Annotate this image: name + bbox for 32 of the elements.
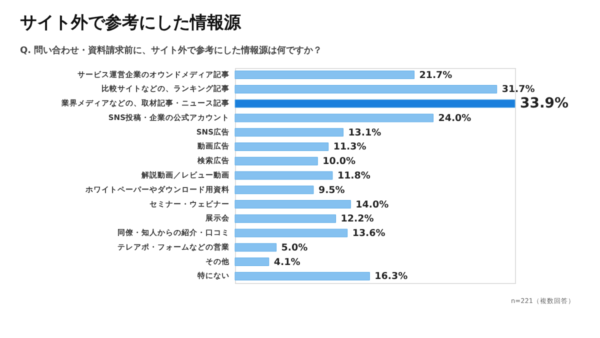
bar bbox=[234, 272, 370, 280]
data-label: 33.9% bbox=[520, 96, 569, 112]
bar bbox=[234, 243, 277, 252]
data-label: 9.5% bbox=[318, 184, 346, 196]
data-label: 31.7% bbox=[502, 84, 536, 96]
bar bbox=[234, 214, 336, 223]
chart-title: サイト外で参考にした情報源 bbox=[20, 13, 242, 33]
data-label: 5.0% bbox=[281, 242, 308, 254]
bar bbox=[234, 186, 314, 194]
data-label: 10.0% bbox=[322, 156, 356, 168]
bar bbox=[234, 85, 498, 94]
chart-subtitle: Q. 問い合わせ・資料請求前に、サイト外で参考にした情報源は何ですか？ bbox=[20, 45, 322, 56]
data-label: 12.2% bbox=[340, 214, 374, 225]
bar bbox=[234, 171, 333, 180]
bar bbox=[234, 70, 414, 80]
data-label: 21.7% bbox=[419, 70, 453, 81]
data-label: 13.1% bbox=[348, 127, 382, 138]
bar bbox=[234, 258, 270, 266]
bar bbox=[234, 142, 329, 151]
bar bbox=[234, 128, 344, 137]
data-label: 16.3% bbox=[374, 271, 408, 282]
data-label: 4.1% bbox=[274, 256, 301, 268]
data-label: 11.3% bbox=[333, 142, 367, 153]
data-label: 14.0% bbox=[356, 199, 390, 210]
bar bbox=[234, 228, 348, 238]
data-label: 13.6% bbox=[352, 228, 386, 240]
bar bbox=[234, 200, 351, 208]
bar bbox=[234, 114, 434, 122]
bar bbox=[234, 156, 318, 166]
data-label: 24.0% bbox=[438, 112, 472, 124]
bar bbox=[234, 99, 516, 108]
data-label: 11.8% bbox=[337, 170, 371, 182]
